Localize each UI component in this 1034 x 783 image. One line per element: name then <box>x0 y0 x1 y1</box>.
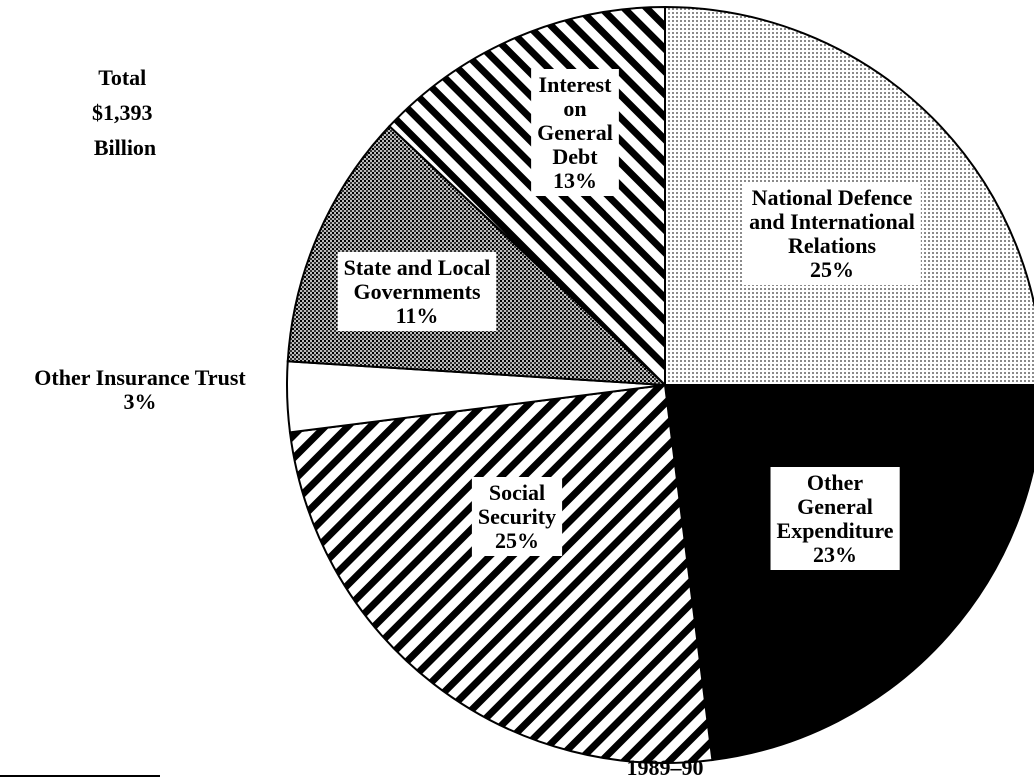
slice-label-text: Other General Expenditure 23% <box>777 470 894 567</box>
value-label: 13% <box>553 168 597 193</box>
slice-label: Other General Expenditure 23% <box>770 467 900 570</box>
label-box <box>337 252 497 331</box>
label-box <box>770 467 900 570</box>
annotation-line: Billion <box>94 135 156 160</box>
label-line: Governments <box>353 279 481 304</box>
value-label: 11% <box>396 303 439 328</box>
slice-label: State and Local Governments 11% <box>337 252 497 331</box>
pie-slice <box>288 383 714 764</box>
slice-label-text: State and Local Governments 11% <box>344 255 491 328</box>
slice-label: National Defence and International Relatio… <box>743 182 921 285</box>
label-line: Relations <box>788 233 876 258</box>
slice-label: Interest on General Debt 13% <box>531 69 619 196</box>
slice-label: Social Security 25% <box>471 477 563 556</box>
slice-label-text: Social Security 25% <box>478 480 556 553</box>
annotation-line: Total <box>98 65 146 90</box>
slice-label-text: Other Insurance Trust 3% <box>34 365 246 414</box>
label-box <box>531 69 619 196</box>
label-line: Debt <box>552 144 598 169</box>
label-line: Security <box>478 504 556 529</box>
label-line: Interest <box>539 72 613 97</box>
value-label: 25% <box>495 528 539 553</box>
annotation-line: $1,393 <box>92 100 153 125</box>
labels: National Defence and International Relatio… <box>34 69 921 570</box>
label-line: General <box>797 494 873 519</box>
label-line: and International <box>749 209 915 234</box>
pie <box>286 5 1034 764</box>
value-label: 3% <box>124 389 157 414</box>
value-label: 23% <box>813 542 857 567</box>
label-line: State and Local <box>344 255 491 280</box>
label-line: Other Insurance Trust <box>34 365 246 390</box>
label-line: Other <box>807 470 863 495</box>
slice-label-text: Interest on General Debt 13% <box>537 72 613 193</box>
label-box <box>743 182 921 285</box>
label-line: National Defence <box>752 185 913 210</box>
label-line: Expenditure <box>777 518 894 543</box>
label-box <box>471 477 563 556</box>
value-label: 25% <box>810 257 854 282</box>
footer: 1989–90 <box>627 755 704 780</box>
slice-label-text: National Defence and International Relatio… <box>749 185 915 282</box>
annotation: Total $1,393 Billion <box>92 65 158 160</box>
label-line: on <box>563 96 586 121</box>
label-line: General <box>537 120 613 145</box>
pie-slice <box>663 384 1034 762</box>
label-line: Social <box>489 480 545 505</box>
slice-label: Other Insurance Trust 3% <box>34 365 246 414</box>
